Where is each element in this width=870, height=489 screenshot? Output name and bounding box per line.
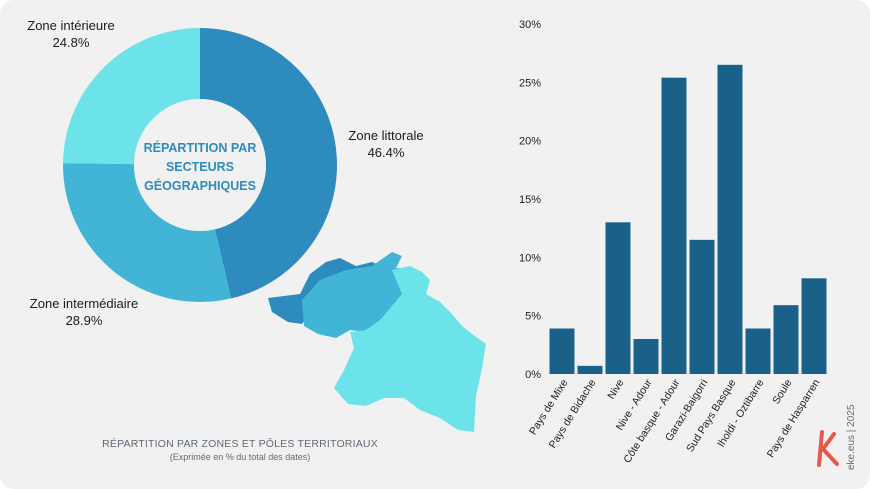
slice-label-interieur: Zone intérieure <box>27 18 114 33</box>
bar <box>773 305 799 374</box>
slice-label-littoral: Zone littorale <box>348 128 423 143</box>
slice-value-interieur: 24.8% <box>53 35 90 50</box>
y-tick-label: 25% <box>519 77 541 89</box>
donut-slice-labels: Zone littorale 46.4% Zone intermédiaire … <box>27 18 423 328</box>
bar <box>577 365 603 374</box>
territory-map <box>268 252 486 432</box>
y-tick-label: 10% <box>519 252 541 264</box>
donut-chart <box>63 28 337 303</box>
y-tick-label: 5% <box>525 311 541 323</box>
bar <box>605 222 631 374</box>
y-tick-label: 15% <box>519 194 541 206</box>
x-tick-label: Pays de Hasparren <box>765 377 823 460</box>
x-tick-label: Soule <box>770 377 794 406</box>
slice-value-intermediaire: 28.9% <box>66 313 103 328</box>
footer-subtitle: (Exprimée en % du total des dates) <box>169 452 311 462</box>
bar <box>801 278 827 374</box>
y-tick-label: 0% <box>525 369 541 381</box>
bar <box>717 64 743 374</box>
bar <box>633 339 659 374</box>
bar <box>689 239 715 374</box>
bar <box>745 328 771 374</box>
brand-text: eke.eus | 2025 <box>846 404 857 470</box>
donut-slice-2 <box>63 28 200 165</box>
donut-slice-1 <box>63 163 232 303</box>
brand-logo-icon <box>817 430 839 467</box>
y-tick-label: 30% <box>519 19 541 31</box>
donut-center-line-1: RÉPARTITION PAR <box>144 140 257 155</box>
bar <box>661 77 687 375</box>
donut-hole <box>134 99 266 231</box>
slice-value-littoral: 46.4% <box>368 145 405 160</box>
x-tick-label: Nive <box>605 377 626 401</box>
donut-center-line-2: SECTEURS <box>166 160 234 174</box>
donut-center-line-3: GÉOGRAPHIQUES <box>144 178 256 193</box>
map-zone-interieur <box>334 266 486 432</box>
map-zone-intermediaire <box>302 252 412 338</box>
donut-center-label: RÉPARTITION PAR SECTEURS GÉOGRAPHIQUES <box>144 140 257 193</box>
bar <box>549 328 575 374</box>
donut-slice-0 <box>200 28 337 299</box>
y-tick-label: 20% <box>519 136 541 148</box>
footer-title: RÉPARTITION PAR ZONES ET PÔLES TERRITORI… <box>102 438 378 450</box>
slice-label-intermediaire: Zone intermédiaire <box>30 296 138 311</box>
